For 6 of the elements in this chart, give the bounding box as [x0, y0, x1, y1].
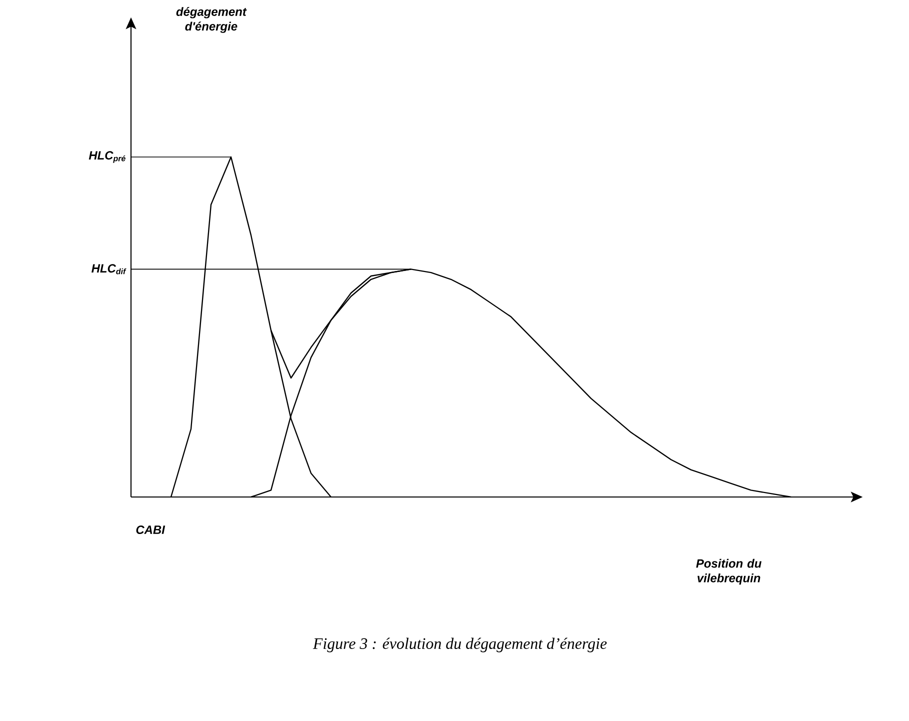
caption: Figure 3 : évolution du dégagement d’énergie	[312, 638, 607, 652]
text: CABI	[136, 526, 166, 534]
text: dégagement d'énergie	[176, 7, 247, 33]
ref-line-label: HLC$_{pré}$	[88, 151, 126, 163]
ref-line-label: HLC$_{dif}$	[92, 264, 126, 274]
text: Position du vilebrequin	[696, 558, 762, 585]
